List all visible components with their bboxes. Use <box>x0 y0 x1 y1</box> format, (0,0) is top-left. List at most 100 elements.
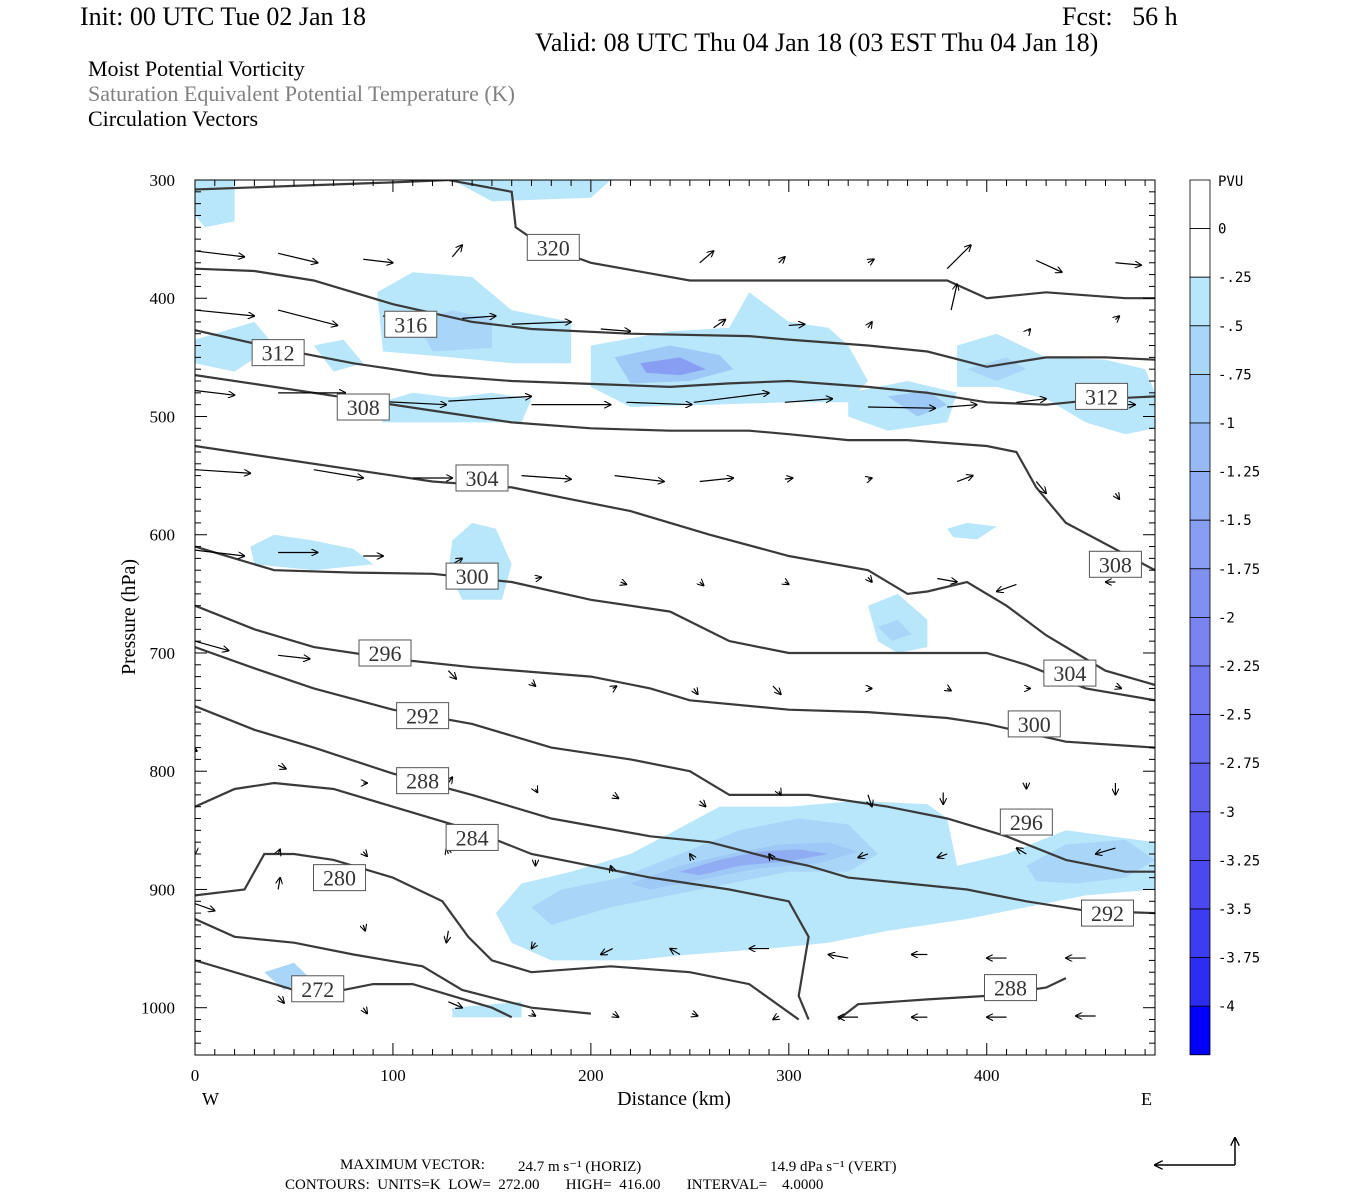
y-tick-label-7: 1000 <box>141 999 175 1018</box>
contour-label-0: 320 <box>537 235 570 260</box>
field-title-vectors: Circulation Vectors <box>88 106 259 131</box>
contour-line-13 <box>195 959 513 1019</box>
contour-label-box-10 <box>396 702 450 730</box>
contour-label-box-13 <box>999 808 1053 836</box>
vector-7 <box>946 245 971 270</box>
contour-label-13: 296 <box>1010 810 1043 835</box>
vector-25 <box>448 396 531 402</box>
vector-40 <box>784 478 793 479</box>
pv-shading <box>195 180 1155 1018</box>
vector-95 <box>363 925 365 931</box>
vector-109 <box>613 1014 619 1018</box>
vector-39 <box>699 478 734 482</box>
vector-98 <box>601 948 613 955</box>
vector-86 <box>611 866 613 872</box>
vector-45 <box>195 549 244 556</box>
pv-region-22 <box>679 849 829 876</box>
x-axis-label: Distance (km) <box>617 1088 731 1110</box>
vector-11 <box>277 309 337 325</box>
colorbar-level-1: -.25 <box>1218 270 1252 286</box>
vector-107 <box>448 1001 462 1008</box>
vector-44 <box>1115 493 1119 499</box>
pv-region-8 <box>640 357 706 376</box>
vector-74 <box>613 795 619 799</box>
x-tick-label-2: 200 <box>578 1066 604 1085</box>
colorbar-level-5: -1.25 <box>1218 465 1260 481</box>
contour-label-7: 300 <box>456 564 489 589</box>
colorbar-level-14: -3.5 <box>1218 902 1252 918</box>
contour-line-1 <box>448 180 1155 300</box>
vector-111 <box>773 1016 779 1020</box>
contour-line-5 <box>195 444 1155 686</box>
vector-3 <box>451 245 462 258</box>
pv-region-13 <box>373 392 532 423</box>
vector-92 <box>1096 847 1116 854</box>
contour-line-2 <box>195 267 1155 368</box>
vector-54 <box>937 578 957 582</box>
vector-37 <box>521 475 571 480</box>
vector-75 <box>700 801 706 807</box>
contour-line-11 <box>195 852 800 1021</box>
vector-88 <box>769 854 773 860</box>
vector-42 <box>956 476 973 483</box>
vector-110 <box>692 1014 698 1016</box>
contour-line-9 <box>195 705 1155 915</box>
contour-label-box-16 <box>1080 899 1134 927</box>
vector-41 <box>868 478 872 479</box>
colorbar-level-9: -2.25 <box>1218 659 1260 675</box>
contour-label-box-12 <box>396 767 450 795</box>
vector-61 <box>531 683 535 687</box>
vector-28 <box>693 393 769 403</box>
contour-label-1: 316 <box>394 312 427 337</box>
contour-line-10 <box>195 781 810 1020</box>
vector-14 <box>511 322 571 324</box>
pv-region-16 <box>947 522 997 540</box>
contour-label-box-8 <box>358 639 412 667</box>
vector-77 <box>868 794 872 807</box>
vector-53 <box>868 577 872 582</box>
vector-68 <box>1115 686 1121 688</box>
vector-30 <box>867 407 935 408</box>
contour-label-box-5 <box>455 464 509 492</box>
contour-label-box-11 <box>1007 710 1061 738</box>
vector-27 <box>626 402 692 404</box>
init-time: Init: 00 UTC Tue 02 Jan 18 <box>80 2 367 31</box>
y-tick-label-3: 600 <box>150 526 176 545</box>
vector-9 <box>1115 263 1141 265</box>
vector-32 <box>1016 399 1046 403</box>
colorbar-level-12: -3 <box>1218 805 1235 821</box>
colorbar-swatch-16 <box>1189 957 1211 1007</box>
field-title-pv: Moist Potential Vorticity <box>88 56 305 81</box>
circulation-vectors <box>195 245 1141 1019</box>
contour-labels: 320 316 312 308 312 304 308 300 296 304 292 300 288 2… <box>251 233 1142 1003</box>
vector-57 <box>195 640 229 650</box>
contour-label-16: 292 <box>1091 901 1124 926</box>
vector-89 <box>858 854 869 858</box>
vector-20 <box>1028 329 1030 331</box>
colorbar-swatch-11 <box>1189 714 1211 764</box>
contour-label-17: 288 <box>994 976 1027 1001</box>
vector-4 <box>699 251 714 264</box>
vector-90 <box>937 854 948 858</box>
vector-64 <box>772 685 781 694</box>
colorbar: PVU 0 -.25 -.5 -.75 -1 -1.25 -1.5 -1.75 -2 -2.25 -2… <box>1189 174 1260 1056</box>
reference-vector <box>1155 1138 1235 1165</box>
vector-105 <box>278 995 284 1003</box>
contour-line-8 <box>195 646 1155 873</box>
max-vector-vert: 14.9 dPa s⁻¹ (VERT) <box>770 1159 897 1175</box>
y-tick-label-2: 500 <box>150 407 176 426</box>
vector-1 <box>277 252 318 262</box>
colorbar-level-2: -.5 <box>1218 319 1243 335</box>
colorbar-swatch-0 <box>1189 179 1211 229</box>
contour-label-box-6 <box>1088 550 1142 578</box>
y-tick-label-1: 400 <box>150 289 176 308</box>
colorbar-swatch-8 <box>1189 568 1211 618</box>
contour-line-6 <box>195 545 1155 702</box>
contour-label-11: 300 <box>1018 712 1051 737</box>
contour-label-4: 312 <box>1085 384 1118 409</box>
vector-108 <box>531 1014 535 1016</box>
contour-label-8: 296 <box>369 641 402 666</box>
colorbar-swatch-10 <box>1189 665 1211 715</box>
colorbar-level-15: -3.75 <box>1218 951 1260 967</box>
